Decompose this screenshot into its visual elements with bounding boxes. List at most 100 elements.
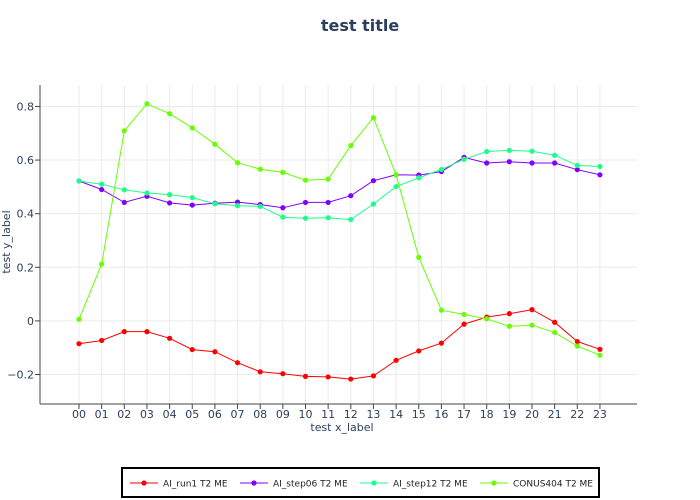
series-3 <box>76 101 603 358</box>
data-point <box>438 307 444 313</box>
data-point <box>393 172 399 178</box>
data-point <box>461 311 467 318</box>
data-point <box>280 169 286 175</box>
legend-item: AI_step06 T2 ME <box>240 480 348 490</box>
y-tick-label: 0 <box>27 315 34 328</box>
data-point <box>76 341 82 347</box>
x-tick-label: 01 <box>95 408 109 421</box>
data-point <box>189 194 195 201</box>
data-point <box>552 160 558 166</box>
data-point <box>597 163 603 170</box>
data-point <box>506 311 512 317</box>
data-point <box>574 343 580 349</box>
data-point <box>370 373 377 379</box>
grid <box>40 85 637 404</box>
x-tick-label: 00 <box>72 408 86 421</box>
series-layer <box>76 101 603 382</box>
legend-swatch-marker <box>491 480 497 486</box>
data-point <box>167 111 173 117</box>
legend-label: AI_run1 T2 ME <box>163 480 228 490</box>
data-point <box>348 193 354 199</box>
data-point <box>370 115 377 121</box>
x-tick-label: 21 <box>548 408 562 421</box>
data-point <box>574 338 580 345</box>
y-tick-label: 0.6 <box>17 154 35 167</box>
x-tick-label: 14 <box>389 408 403 421</box>
data-point <box>189 125 195 131</box>
axes: 00 01 02 03 04 05 06 07 08 09 10 11 12 13 14 15 16 17 18 19… <box>7 85 637 421</box>
x-tick-label: 15 <box>412 408 426 421</box>
legend-swatch-marker <box>371 480 377 486</box>
data-point <box>370 201 377 207</box>
data-point <box>121 187 127 193</box>
x-tick-label: 04 <box>163 408 177 421</box>
data-point <box>484 160 490 166</box>
x-tick-label: 23 <box>593 408 607 421</box>
data-point <box>257 166 263 172</box>
data-point <box>76 178 82 184</box>
data-point <box>325 176 331 182</box>
data-point <box>506 147 512 154</box>
data-point <box>99 186 105 193</box>
data-point <box>348 216 354 223</box>
data-point <box>280 371 286 377</box>
data-point <box>416 348 422 354</box>
data-point <box>121 329 127 335</box>
x-tick-label: 17 <box>457 408 471 421</box>
series-line <box>78 309 601 380</box>
data-point <box>325 215 331 221</box>
data-point <box>574 162 580 169</box>
x-tick-label: 12 <box>344 408 358 421</box>
data-point <box>257 203 263 210</box>
data-point <box>99 261 105 267</box>
x-tick-label: 10 <box>299 408 313 421</box>
series-line <box>78 149 600 221</box>
x-tick-label: 11 <box>321 408 335 421</box>
data-point <box>144 190 150 196</box>
data-point <box>212 349 218 355</box>
data-point <box>212 201 218 207</box>
data-point <box>234 360 241 366</box>
series-line <box>78 156 601 209</box>
x-tick-label: 03 <box>140 408 154 421</box>
x-tick-label: 19 <box>502 408 516 421</box>
x-tick-label: 02 <box>117 408 131 421</box>
data-point <box>370 178 377 184</box>
x-axis-title: test x_label <box>310 421 373 434</box>
data-point <box>167 335 173 341</box>
data-point <box>529 160 535 166</box>
data-point <box>212 141 218 147</box>
data-point <box>302 215 309 221</box>
data-point <box>99 337 105 344</box>
data-point <box>302 177 309 183</box>
data-point <box>280 205 286 211</box>
data-point <box>461 321 467 327</box>
data-point <box>506 323 512 329</box>
data-point <box>144 101 150 107</box>
data-point <box>167 192 173 198</box>
x-tick-label: 13 <box>366 408 380 421</box>
data-point <box>597 346 603 352</box>
data-point <box>438 340 444 346</box>
data-point <box>529 307 535 313</box>
data-point <box>348 142 354 149</box>
legend: AI_run1 T2 ME AI_step06 T2 ME AI_step12 T2… <box>121 467 600 498</box>
data-point <box>325 374 331 380</box>
series-line <box>78 103 601 356</box>
x-tick-label: 22 <box>570 408 584 421</box>
data-point <box>76 316 82 322</box>
data-point <box>438 166 444 173</box>
data-point <box>552 152 558 158</box>
data-point <box>302 373 309 379</box>
data-point <box>144 329 150 335</box>
y-tick-label: −0.2 <box>7 369 34 382</box>
data-point <box>484 316 490 322</box>
y-tick-label: 0.8 <box>17 100 35 113</box>
legend-label: CONUS404 T2 ME <box>513 480 593 490</box>
series-0 <box>76 307 603 382</box>
data-point <box>99 181 105 187</box>
x-tick-label: 08 <box>253 408 267 421</box>
legend-label: AI_step12 T2 ME <box>393 480 468 490</box>
